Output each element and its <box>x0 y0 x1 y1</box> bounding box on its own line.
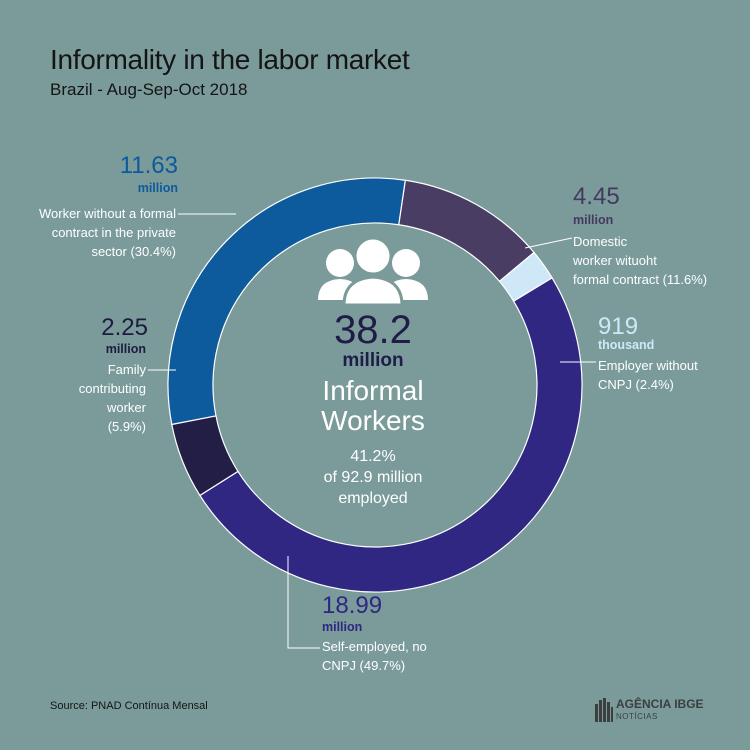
logo-subtext: NOTÍCIAS <box>616 712 658 721</box>
total-unit: million <box>342 350 404 371</box>
chart-subtitle: Brazil - Aug-Sep-Oct 2018 <box>50 80 248 99</box>
agencia-ibge-logo: AGÊNCIA IBGE NOTÍCIAS <box>595 695 710 725</box>
people-group-icon <box>318 236 428 307</box>
leader-line-domestic <box>524 237 573 249</box>
share-of-employed: 41.2% of 92.9 million employed <box>323 448 423 507</box>
domestic-value: 4.45 <box>573 183 620 210</box>
employer-description: Employer without CNPJ (2.4%) <box>598 358 698 392</box>
private-description: Worker without a formal contract in the … <box>38 206 176 259</box>
logo-text: AGÊNCIA IBGE <box>616 697 704 711</box>
family-description: Family contributing worker (5.9%) <box>78 362 146 434</box>
chart-title: Informality in the labor market <box>50 44 410 75</box>
self-employed-value: 18.99 <box>322 592 383 619</box>
family-unit: million <box>105 342 146 356</box>
leader-lines <box>148 213 596 649</box>
private-value: 11.63 <box>119 152 178 179</box>
family-value: 2.25 <box>101 314 148 341</box>
donut-slice-5 <box>171 415 239 497</box>
employer-unit: thousand <box>598 338 655 352</box>
total-value: 38.2 <box>334 308 412 352</box>
domestic-unit: million <box>573 213 614 227</box>
source-note: Source: PNAD Contínua Mensal <box>50 700 208 712</box>
employer-value: 919 <box>598 313 639 340</box>
donut-slice-4 <box>199 277 583 593</box>
domestic-description: Domestic worker wituoht formal contract … <box>573 234 708 287</box>
self-employed-unit: million <box>322 620 363 634</box>
ibge-mark-icon <box>595 698 613 722</box>
informal-workers-label: Informal Workers <box>321 375 425 436</box>
private-unit: million <box>137 181 178 195</box>
donut-slices <box>167 177 583 593</box>
self-employed-description: Self-employed, no CNPJ (49.7%) <box>322 639 427 673</box>
leader-line-self <box>287 556 320 649</box>
